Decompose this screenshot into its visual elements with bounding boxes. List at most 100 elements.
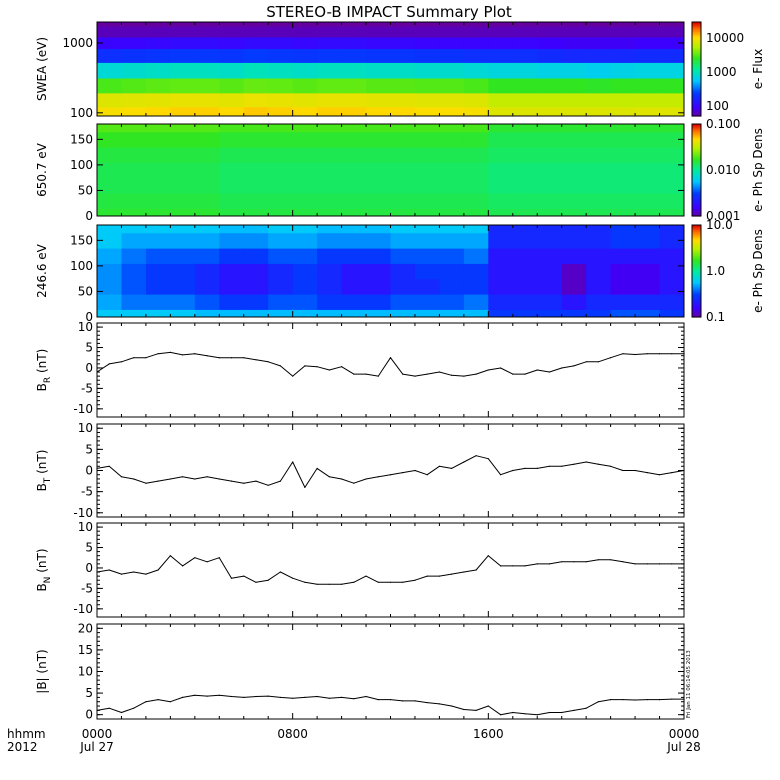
- heatmap-cell: [97, 62, 123, 79]
- heatmap-cell: [463, 278, 489, 295]
- heatmap-cell: [219, 22, 245, 27]
- colorbar-step: [692, 89, 701, 92]
- heatmap-cell: [219, 131, 245, 148]
- heatmap-cell: [121, 232, 147, 249]
- heatmap-cell: [488, 36, 514, 50]
- heatmap-cell: [317, 22, 343, 27]
- heatmap-cell: [463, 225, 489, 234]
- heatmap-cell: [512, 62, 538, 79]
- data-point: [548, 563, 551, 565]
- data-point: [133, 357, 135, 359]
- heatmap-cell: [512, 225, 538, 234]
- colorbar-step: [692, 150, 701, 153]
- heatmap-cell: [390, 92, 416, 108]
- data-point: [671, 698, 673, 700]
- heatmap-cell: [145, 131, 171, 148]
- heatmap-cells: [97, 22, 684, 116]
- colorbar-step: [692, 171, 701, 174]
- heatmap-cell: [439, 232, 465, 249]
- heatmap-cell: [145, 294, 171, 310]
- y-tick-label: 0: [85, 209, 93, 223]
- y-tick-label: -5: [81, 485, 93, 499]
- colorbar-step: [692, 103, 701, 106]
- data-point: [157, 569, 159, 571]
- data-point: [120, 711, 123, 714]
- heatmap-cell: [268, 263, 294, 280]
- heatmap-cell: [390, 309, 416, 317]
- colorbar-step: [692, 26, 701, 29]
- heatmap-cell: [561, 36, 587, 50]
- heatmap-cell: [512, 162, 538, 179]
- data-point: [292, 375, 294, 377]
- colorbar-step: [692, 243, 701, 246]
- heatmap-cell: [194, 225, 220, 234]
- data-point: [451, 705, 453, 707]
- heatmap-cell: [219, 232, 245, 249]
- colorbar-step: [692, 134, 701, 137]
- heatmap-cell: [243, 92, 269, 108]
- heatmap-cell: [635, 92, 661, 108]
- heatmap-cell: [586, 131, 612, 148]
- heatmap-cell: [659, 62, 684, 79]
- heatmap-cell: [170, 162, 196, 179]
- heatmap-cell: [341, 248, 367, 264]
- heatmap-cell: [537, 248, 563, 264]
- colorbar-step: [692, 78, 701, 81]
- data-point: [230, 357, 233, 359]
- y-axis-label-unit: (nT): [35, 548, 49, 576]
- data-point: [597, 463, 600, 465]
- heatmap-cell: [537, 162, 563, 179]
- colorbar-step: [692, 32, 701, 36]
- heatmap-cell: [145, 162, 171, 179]
- data-point: [389, 474, 392, 476]
- heatmap-cell: [635, 232, 661, 249]
- heatmap-cell: [561, 62, 587, 79]
- colorbar-step: [692, 106, 701, 109]
- heatmap-cell: [659, 77, 684, 94]
- colorbar-step: [692, 48, 701, 51]
- data-point: [316, 695, 318, 698]
- heatmap-cell: [268, 26, 294, 38]
- heatmap-cell: [243, 106, 269, 116]
- heatmap-cell: [341, 309, 367, 317]
- heatmap-cell: [317, 62, 343, 79]
- heatmap-cell: [561, 294, 587, 310]
- heatmap-cell: [659, 106, 684, 116]
- colorbar-tick-label: 100: [706, 99, 729, 113]
- heatmap-cell: [586, 48, 612, 63]
- heatmap-cell: [659, 26, 684, 38]
- colorbar-step: [692, 29, 701, 32]
- data-line: [96, 555, 684, 585]
- heatmap-cell: [317, 208, 343, 216]
- colorbar-step: [692, 37, 701, 40]
- heatmap-cell: [586, 225, 612, 234]
- heatmap-cell: [488, 177, 514, 194]
- data-point: [548, 465, 551, 467]
- heatmap-cell: [194, 131, 220, 148]
- heatmap-cell: [463, 77, 489, 94]
- heatmap-cell: [463, 177, 489, 194]
- data-point: [402, 373, 404, 375]
- heatmap-cell: [439, 248, 465, 264]
- heatmap-cell: [145, 124, 171, 133]
- heatmap-cell: [268, 36, 294, 50]
- heatmap-cell: [268, 106, 294, 116]
- heatmap-cell: [97, 294, 123, 310]
- heatmap-cell: [194, 177, 220, 194]
- heatmap-cell: [586, 309, 612, 317]
- colorbar-step: [692, 290, 701, 294]
- heatmap-cell: [341, 36, 367, 50]
- heatmap-cell: [366, 278, 392, 295]
- y-tick-label: -10: [73, 402, 93, 416]
- heatmap-cell: [341, 294, 367, 310]
- colorbar-step: [692, 28, 701, 31]
- heatmap-cell: [121, 263, 147, 280]
- data-point: [353, 581, 355, 583]
- heatmap-cell: [463, 263, 489, 280]
- colorbar-step: [692, 280, 701, 283]
- colorbar-step: [692, 266, 701, 269]
- data-point: [524, 467, 526, 469]
- heatmap-cell: [317, 36, 343, 50]
- data-point: [353, 373, 355, 375]
